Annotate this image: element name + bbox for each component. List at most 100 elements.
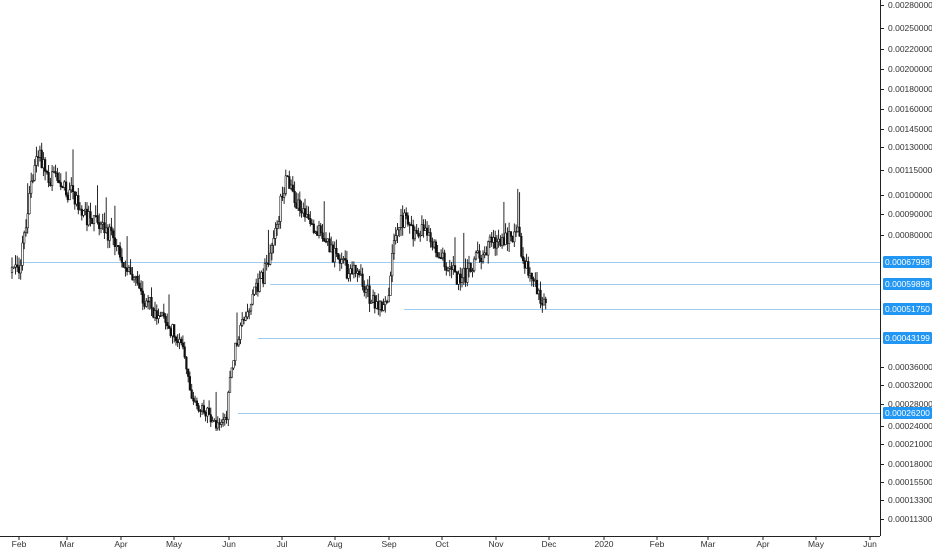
price-tick-label: 0.00180000 <box>888 84 932 94</box>
candle <box>31 174 34 184</box>
price-line-badge-5[interactable] <box>883 407 932 419</box>
candle-body <box>300 210 303 214</box>
candle-body <box>56 173 59 181</box>
candle-body <box>235 342 239 346</box>
candle <box>495 234 499 256</box>
candle-body <box>209 414 212 423</box>
candle-body <box>65 181 68 196</box>
candle-body <box>413 230 417 240</box>
price-line-badge-2[interactable] <box>883 278 932 290</box>
time-tick-label: Aug <box>327 539 342 549</box>
candle-body <box>361 273 364 287</box>
candle <box>173 324 176 343</box>
candle-body <box>113 237 116 248</box>
candle <box>347 263 350 282</box>
candle-body <box>494 237 497 249</box>
candle-body <box>420 224 424 236</box>
candle-body <box>375 301 378 309</box>
candle-body <box>340 259 343 264</box>
price-tick-label: 0.00145000 <box>888 124 932 134</box>
candle <box>345 250 349 280</box>
candle <box>394 227 397 245</box>
candle <box>50 165 54 191</box>
candle-body <box>488 236 492 243</box>
candle <box>92 215 96 232</box>
candle-body <box>523 260 526 269</box>
candle-body <box>19 265 22 274</box>
candle-body <box>85 208 89 226</box>
candle <box>514 224 518 237</box>
candle <box>159 311 162 318</box>
candle-body <box>152 308 155 318</box>
candle <box>282 187 286 204</box>
price-tick-label: 0.00220000 <box>888 44 932 54</box>
candle-body <box>357 270 361 276</box>
candle <box>209 407 212 427</box>
candle-body <box>331 244 335 263</box>
candle <box>124 260 127 277</box>
time-axis[interactable]: Feb Mar Apr May Jun Jul Aug Sep Oct Nov Dec 2020 Feb… <box>0 536 880 549</box>
candle <box>532 276 535 287</box>
candle-body <box>310 223 314 225</box>
price-line-badge-4[interactable] <box>883 332 932 344</box>
candle <box>234 342 237 366</box>
candle-body <box>307 214 310 219</box>
candle-body <box>518 226 521 237</box>
candle <box>33 159 36 182</box>
price-line-badge-3[interactable] <box>883 303 932 315</box>
price-axis[interactable]: 0.00280000 0.00250000 0.00220000 0.00200000… <box>880 0 932 536</box>
price-tick-label: 0.00200000 <box>888 64 932 74</box>
candle <box>507 222 511 252</box>
time-tick-label: Jun <box>222 539 236 549</box>
candle <box>241 312 244 327</box>
price-line-badge-1[interactable] <box>883 256 932 268</box>
candle-body <box>368 285 371 304</box>
candle-body <box>202 405 206 413</box>
candle-body <box>342 258 345 260</box>
candle-body <box>485 252 488 256</box>
candle-body <box>159 315 162 318</box>
candle <box>155 304 158 325</box>
price-line-badge-label: 0.00059898 <box>885 279 930 289</box>
candle <box>99 221 103 234</box>
candle-body <box>195 400 199 406</box>
candle-body <box>359 273 363 276</box>
candle-body <box>467 262 471 269</box>
candle <box>509 231 513 242</box>
candle-body <box>387 295 390 303</box>
candle <box>110 217 113 236</box>
candle-body <box>197 405 200 411</box>
candle <box>473 256 476 273</box>
candle-body <box>57 180 61 183</box>
candle-body <box>167 325 171 329</box>
candle-body <box>99 223 103 229</box>
candle-body <box>133 276 136 281</box>
candle <box>152 306 155 319</box>
candle-body <box>138 282 141 289</box>
candle <box>222 412 225 427</box>
candle <box>47 165 50 188</box>
candle-body <box>37 156 40 158</box>
candle-body <box>544 298 547 304</box>
candle-body <box>166 322 169 327</box>
candle-body <box>438 256 441 259</box>
candle-body <box>434 241 438 253</box>
time-tick-label: Dec <box>541 539 557 549</box>
candle-body <box>87 211 90 226</box>
candle-body <box>43 159 47 172</box>
candle-body <box>59 182 62 188</box>
candle <box>129 259 132 275</box>
candle-body <box>284 175 287 194</box>
candle <box>23 230 26 250</box>
candle-body <box>542 298 546 306</box>
candles <box>10 142 547 431</box>
candle-body <box>131 273 134 281</box>
candle <box>232 360 235 371</box>
candle-body <box>314 231 317 233</box>
candle-body <box>105 227 108 234</box>
candle-body <box>145 300 148 307</box>
candle <box>216 416 219 431</box>
candle-body <box>466 268 469 283</box>
price-tick-label: 0.00024000 <box>888 421 932 431</box>
